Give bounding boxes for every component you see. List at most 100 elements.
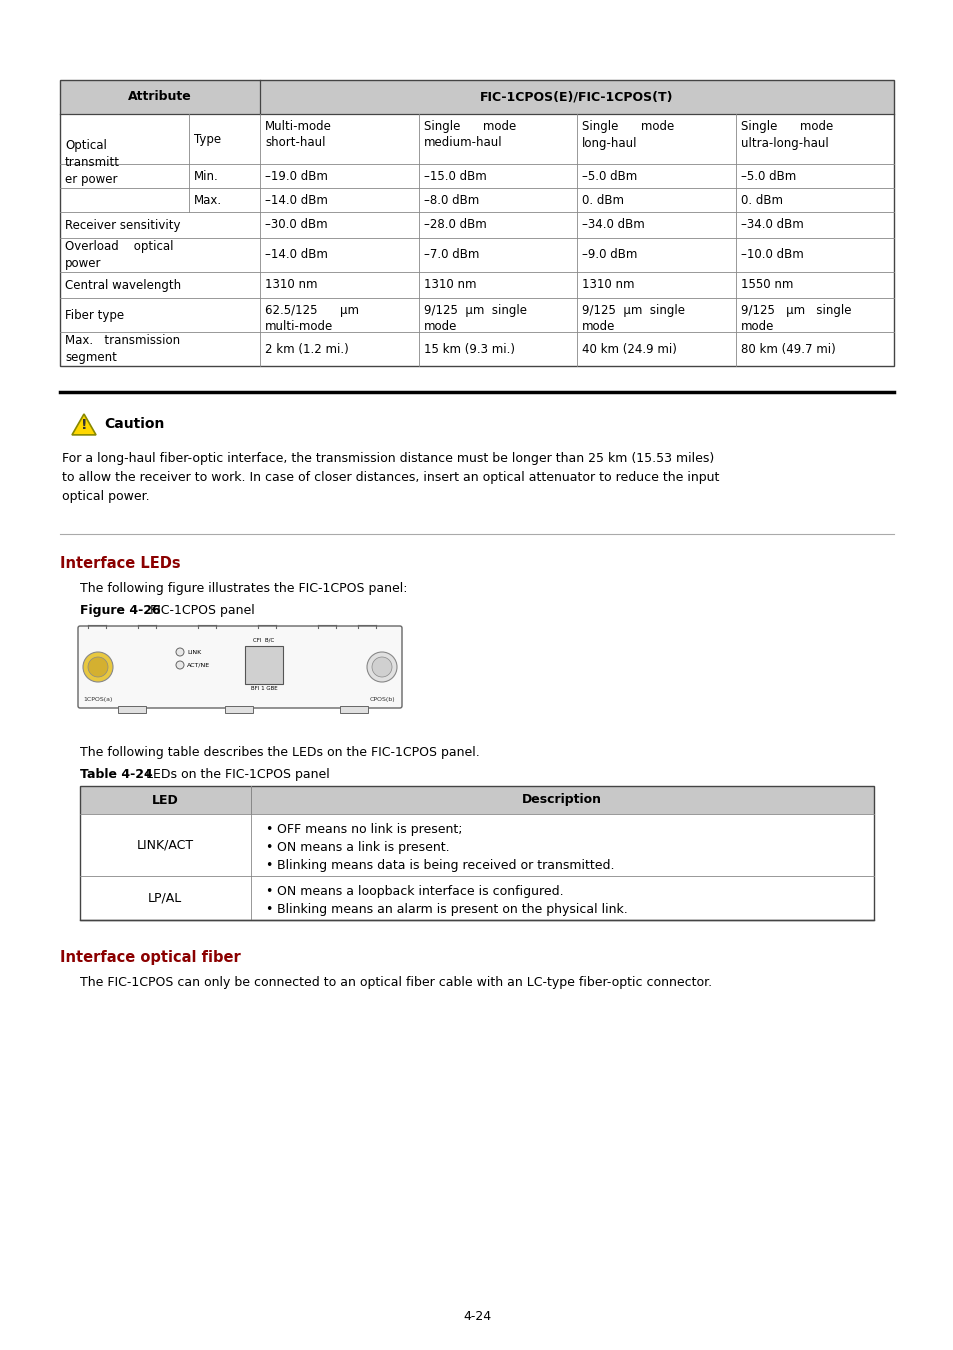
- Bar: [80, 786, 873, 919]
- Text: CPOS(b): CPOS(b): [369, 697, 395, 702]
- Text: optical power.: optical power.: [62, 490, 150, 504]
- Text: Table 4-24: Table 4-24: [80, 768, 152, 782]
- Text: Multi-mode
short-haul: Multi-mode short-haul: [265, 120, 332, 150]
- Text: LINK/ACT: LINK/ACT: [136, 838, 193, 852]
- Text: 9/125  μm  single
mode: 9/125 μm single mode: [423, 304, 526, 333]
- Text: Interface optical fiber: Interface optical fiber: [60, 950, 240, 965]
- Text: For a long-haul fiber-optic interface, the transmission distance must be longer : For a long-haul fiber-optic interface, t…: [62, 452, 714, 464]
- Text: Blinking means an alarm is present on the physical link.: Blinking means an alarm is present on th…: [276, 903, 627, 917]
- Circle shape: [88, 657, 108, 676]
- Text: –28.0 dBm: –28.0 dBm: [423, 219, 486, 231]
- Bar: [60, 238, 893, 271]
- Text: •: •: [264, 859, 272, 872]
- Circle shape: [83, 652, 112, 682]
- Text: 40 km (24.9 mi): 40 km (24.9 mi): [581, 343, 677, 355]
- Bar: [245, 647, 283, 684]
- Text: 9/125   μm   single
mode: 9/125 μm single mode: [740, 304, 850, 333]
- Bar: [60, 188, 893, 212]
- Text: Single      mode
medium-haul: Single mode medium-haul: [423, 120, 516, 150]
- Text: Overload    optical
power: Overload optical power: [65, 240, 173, 270]
- Text: –5.0 dBm: –5.0 dBm: [740, 170, 795, 182]
- Text: Type: Type: [194, 132, 221, 146]
- Text: Single      mode
long-haul: Single mode long-haul: [581, 120, 674, 150]
- Text: to allow the receiver to work. In case of closer distances, insert an optical at: to allow the receiver to work. In case o…: [62, 471, 719, 485]
- Text: ON means a loopback interface is configured.: ON means a loopback interface is configu…: [276, 886, 562, 898]
- Text: OFF means no link is present;: OFF means no link is present;: [276, 824, 461, 836]
- Text: •: •: [264, 841, 272, 855]
- Bar: [118, 706, 146, 713]
- Text: Optical
transmitt
er power: Optical transmitt er power: [65, 139, 120, 186]
- Text: 15 km (9.3 mi.): 15 km (9.3 mi.): [423, 343, 514, 355]
- Text: Attribute: Attribute: [128, 90, 192, 104]
- Text: ON means a link is present.: ON means a link is present.: [276, 841, 449, 855]
- Text: The following table describes the LEDs on the FIC-1CPOS panel.: The following table describes the LEDs o…: [80, 747, 479, 759]
- Text: The following figure illustrates the FIC-1CPOS panel:: The following figure illustrates the FIC…: [80, 582, 407, 595]
- Text: –5.0 dBm: –5.0 dBm: [581, 170, 637, 182]
- Text: •: •: [264, 824, 272, 836]
- Text: –30.0 dBm: –30.0 dBm: [265, 219, 328, 231]
- Text: LEDs on the FIC-1CPOS panel: LEDs on the FIC-1CPOS panel: [142, 768, 330, 782]
- Text: –10.0 dBm: –10.0 dBm: [740, 248, 802, 262]
- Text: Max.: Max.: [194, 193, 222, 207]
- Circle shape: [175, 662, 184, 670]
- Text: 62.5/125      μm
multi-mode: 62.5/125 μm multi-mode: [265, 304, 358, 333]
- Bar: [60, 163, 893, 188]
- Text: !: !: [81, 418, 87, 432]
- Text: •: •: [264, 886, 272, 898]
- Bar: [339, 706, 368, 713]
- Text: –14.0 dBm: –14.0 dBm: [265, 193, 328, 207]
- Text: Max.   transmission
segment: Max. transmission segment: [65, 333, 180, 364]
- Text: –15.0 dBm: –15.0 dBm: [423, 170, 486, 182]
- FancyBboxPatch shape: [78, 626, 401, 707]
- Text: 0. dBm: 0. dBm: [740, 193, 781, 207]
- Text: The FIC-1CPOS can only be connected to an optical fiber cable with an LC-type fi: The FIC-1CPOS can only be connected to a…: [80, 976, 711, 990]
- Text: 0. dBm: 0. dBm: [581, 193, 623, 207]
- Text: Description: Description: [522, 794, 601, 806]
- Circle shape: [175, 648, 184, 656]
- Text: Min.: Min.: [194, 170, 219, 182]
- Bar: [60, 271, 893, 298]
- Bar: [60, 113, 893, 163]
- Text: 1310 nm: 1310 nm: [265, 278, 317, 292]
- Text: –19.0 dBm: –19.0 dBm: [265, 170, 328, 182]
- Bar: [60, 332, 893, 366]
- Bar: [80, 786, 873, 814]
- Text: CFI  B/C: CFI B/C: [253, 639, 274, 643]
- Text: FIC-1CPOS panel: FIC-1CPOS panel: [146, 603, 254, 617]
- Text: –7.0 dBm: –7.0 dBm: [423, 248, 478, 262]
- Text: –9.0 dBm: –9.0 dBm: [581, 248, 637, 262]
- Text: 80 km (49.7 mi): 80 km (49.7 mi): [740, 343, 835, 355]
- Bar: [225, 706, 253, 713]
- Text: LINK: LINK: [187, 649, 201, 655]
- Text: Receiver sensitivity: Receiver sensitivity: [65, 219, 180, 231]
- Text: 1CPOS(a): 1CPOS(a): [83, 697, 112, 702]
- Text: Blinking means data is being received or transmitted.: Blinking means data is being received or…: [276, 859, 614, 872]
- Text: 4-24: 4-24: [462, 1310, 491, 1323]
- Text: Figure 4-26: Figure 4-26: [80, 603, 160, 617]
- Text: BFI 1 GBE: BFI 1 GBE: [251, 686, 277, 691]
- Text: FIC-1CPOS(E)/FIC-1CPOS(T): FIC-1CPOS(E)/FIC-1CPOS(T): [479, 90, 673, 104]
- Text: 9/125  μm  single
mode: 9/125 μm single mode: [581, 304, 684, 333]
- Text: –8.0 dBm: –8.0 dBm: [423, 193, 478, 207]
- Text: 1310 nm: 1310 nm: [423, 278, 476, 292]
- Bar: [60, 80, 893, 366]
- Text: •: •: [264, 903, 272, 917]
- Text: –14.0 dBm: –14.0 dBm: [265, 248, 328, 262]
- Text: Fiber type: Fiber type: [65, 309, 124, 321]
- Circle shape: [367, 652, 396, 682]
- Text: Caution: Caution: [104, 417, 164, 432]
- Polygon shape: [71, 414, 96, 435]
- Text: 1550 nm: 1550 nm: [740, 278, 792, 292]
- Text: LP/AL: LP/AL: [148, 891, 182, 904]
- Text: 1310 nm: 1310 nm: [581, 278, 634, 292]
- Text: ACT/NE: ACT/NE: [187, 663, 210, 667]
- Bar: [60, 298, 893, 332]
- Circle shape: [372, 657, 392, 676]
- Bar: [60, 212, 893, 238]
- Bar: [80, 814, 873, 876]
- Text: LED: LED: [152, 794, 178, 806]
- Text: Single      mode
ultra-long-haul: Single mode ultra-long-haul: [740, 120, 832, 150]
- Text: –34.0 dBm: –34.0 dBm: [740, 219, 802, 231]
- Bar: [60, 80, 893, 113]
- Text: Interface LEDs: Interface LEDs: [60, 556, 180, 571]
